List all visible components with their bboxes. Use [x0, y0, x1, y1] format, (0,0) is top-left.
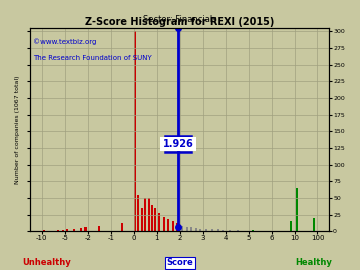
Bar — [181, 226, 183, 231]
Bar — [176, 223, 178, 231]
Text: ©www.textbiz.org: ©www.textbiz.org — [33, 38, 97, 45]
Bar — [98, 226, 100, 231]
Bar — [137, 195, 139, 231]
Bar — [237, 230, 239, 231]
Bar — [296, 188, 298, 231]
Bar — [222, 230, 224, 231]
Bar — [252, 230, 254, 231]
Bar — [163, 217, 165, 231]
Bar — [185, 227, 188, 231]
Bar — [141, 208, 143, 231]
Bar — [229, 230, 231, 231]
Bar — [80, 228, 82, 231]
Title: Z-Score Histogram for REXI (2015): Z-Score Histogram for REXI (2015) — [85, 17, 274, 27]
Bar — [199, 229, 201, 231]
Text: The Research Foundation of SUNY: The Research Foundation of SUNY — [33, 55, 152, 60]
Bar — [73, 229, 75, 231]
Bar — [205, 229, 207, 231]
Text: Healthy: Healthy — [295, 258, 332, 267]
Bar — [172, 221, 174, 231]
Bar — [43, 230, 45, 231]
Bar — [217, 229, 219, 231]
Bar — [211, 229, 213, 231]
Bar — [167, 219, 169, 231]
Text: Sector: Financials: Sector: Financials — [143, 15, 216, 24]
Bar — [134, 32, 136, 231]
Bar — [190, 227, 192, 231]
Bar — [313, 218, 315, 231]
Bar — [144, 198, 146, 231]
Bar — [85, 227, 86, 231]
Bar — [195, 228, 197, 231]
Bar — [154, 208, 156, 231]
Text: Score: Score — [167, 258, 193, 267]
Bar — [121, 223, 123, 231]
Bar — [151, 205, 153, 231]
Bar — [62, 230, 64, 231]
Bar — [66, 229, 68, 231]
Bar — [290, 221, 292, 231]
Y-axis label: Number of companies (1067 total): Number of companies (1067 total) — [15, 76, 20, 184]
Bar — [158, 213, 160, 231]
Text: 1.926: 1.926 — [163, 139, 193, 149]
Bar — [57, 230, 59, 231]
Text: Unhealthy: Unhealthy — [22, 258, 71, 267]
Bar — [148, 198, 150, 231]
